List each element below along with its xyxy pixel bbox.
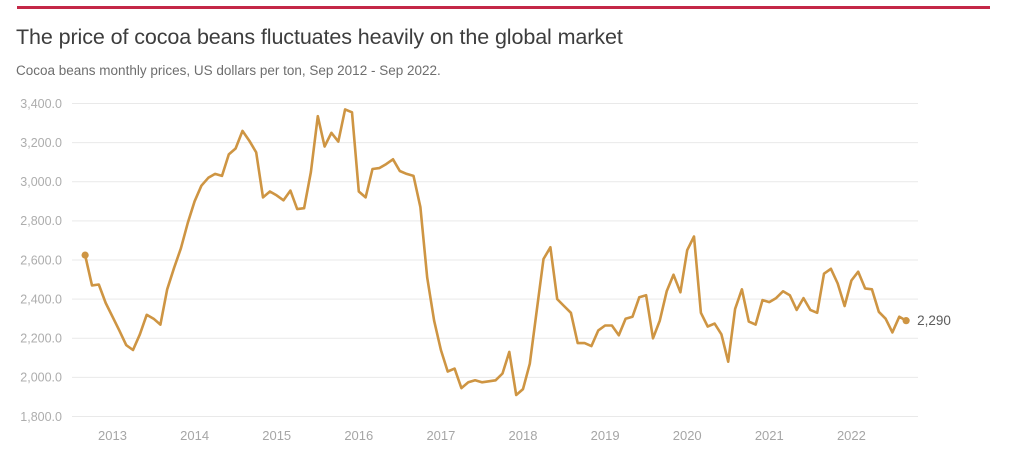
x-tick-label: 2020	[673, 428, 702, 443]
x-tick-label: 2019	[591, 428, 620, 443]
y-tick-label: 3,000.0	[20, 175, 62, 189]
price-line	[83, 108, 908, 397]
y-tick-label: 2,200.0	[20, 332, 62, 346]
x-tick-label: 2017	[426, 428, 455, 443]
x-tick-label: 2016	[344, 428, 373, 443]
x-tick-label: 2018	[509, 428, 538, 443]
x-tick-label: 2013	[98, 428, 127, 443]
page-title: The price of cocoa beans fluctuates heav…	[16, 25, 623, 49]
end-value-label: 2,290	[917, 313, 951, 328]
x-tick-label: 2021	[755, 428, 784, 443]
accent-top-bar	[17, 6, 990, 9]
y-tick-label: 2,400.0	[20, 292, 62, 306]
chart-subtitle: Cocoa beans monthly prices, US dollars p…	[16, 63, 441, 78]
y-tick-label: 2,800.0	[20, 214, 62, 228]
y-tick-label: 3,200.0	[20, 136, 62, 150]
x-tick-label: 2022	[837, 428, 866, 443]
start-point-marker	[81, 251, 89, 259]
y-tick-label: 1,800.0	[20, 410, 62, 424]
x-tick-label: 2014	[180, 428, 209, 443]
y-tick-label: 2,000.0	[20, 371, 62, 385]
y-tick-label: 3,400.0	[20, 97, 62, 111]
x-tick-label: 2015	[262, 428, 291, 443]
y-tick-label: 2,600.0	[20, 253, 62, 267]
end-point-marker	[902, 317, 910, 325]
